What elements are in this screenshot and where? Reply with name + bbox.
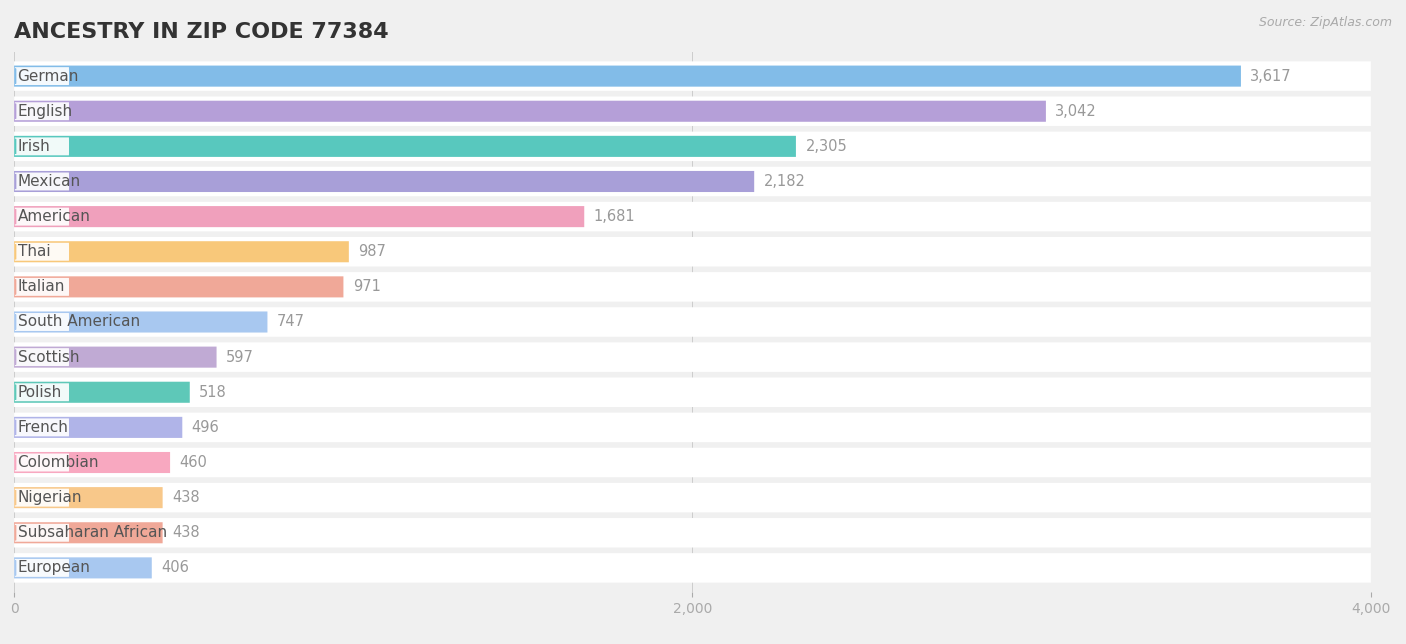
FancyBboxPatch shape	[14, 489, 69, 507]
Text: South American: South American	[18, 314, 139, 330]
Text: 460: 460	[180, 455, 208, 470]
Text: 987: 987	[359, 244, 387, 260]
Text: European: European	[18, 560, 90, 575]
FancyBboxPatch shape	[14, 448, 1371, 477]
FancyBboxPatch shape	[14, 102, 69, 120]
FancyBboxPatch shape	[14, 173, 69, 191]
FancyBboxPatch shape	[14, 524, 69, 542]
FancyBboxPatch shape	[14, 97, 1371, 126]
FancyBboxPatch shape	[14, 413, 1371, 442]
FancyBboxPatch shape	[14, 131, 1371, 161]
FancyBboxPatch shape	[14, 202, 1371, 231]
FancyBboxPatch shape	[14, 66, 1241, 87]
Text: Thai: Thai	[18, 244, 51, 260]
FancyBboxPatch shape	[14, 553, 1371, 583]
Text: Italian: Italian	[18, 279, 65, 294]
FancyBboxPatch shape	[14, 276, 343, 298]
Text: French: French	[18, 420, 69, 435]
Text: Nigerian: Nigerian	[18, 490, 82, 505]
Text: Polish: Polish	[18, 384, 62, 400]
FancyBboxPatch shape	[14, 237, 1371, 267]
FancyBboxPatch shape	[14, 343, 1371, 372]
FancyBboxPatch shape	[14, 518, 1371, 547]
Text: 971: 971	[353, 279, 381, 294]
Text: 438: 438	[172, 526, 200, 540]
FancyBboxPatch shape	[14, 522, 163, 544]
FancyBboxPatch shape	[14, 557, 152, 578]
Text: Colombian: Colombian	[18, 455, 98, 470]
Text: 496: 496	[191, 420, 219, 435]
FancyBboxPatch shape	[14, 383, 69, 401]
FancyBboxPatch shape	[14, 377, 1371, 407]
Text: 597: 597	[226, 350, 254, 365]
Text: Source: ZipAtlas.com: Source: ZipAtlas.com	[1258, 16, 1392, 29]
FancyBboxPatch shape	[14, 417, 183, 438]
FancyBboxPatch shape	[14, 136, 796, 157]
Text: 438: 438	[172, 490, 200, 505]
FancyBboxPatch shape	[14, 452, 170, 473]
Text: 3,617: 3,617	[1250, 69, 1292, 84]
Text: American: American	[18, 209, 90, 224]
Text: German: German	[18, 69, 79, 84]
Text: 2,305: 2,305	[806, 139, 848, 154]
FancyBboxPatch shape	[14, 346, 217, 368]
FancyBboxPatch shape	[14, 67, 69, 85]
Text: Irish: Irish	[18, 139, 51, 154]
FancyBboxPatch shape	[14, 207, 69, 225]
Text: 747: 747	[277, 314, 305, 330]
FancyBboxPatch shape	[14, 206, 585, 227]
FancyBboxPatch shape	[14, 382, 190, 402]
Text: Mexican: Mexican	[18, 174, 80, 189]
FancyBboxPatch shape	[14, 171, 754, 192]
FancyBboxPatch shape	[14, 419, 69, 437]
FancyBboxPatch shape	[14, 167, 1371, 196]
FancyBboxPatch shape	[14, 453, 69, 471]
FancyBboxPatch shape	[14, 483, 1371, 513]
Text: 518: 518	[200, 384, 226, 400]
FancyBboxPatch shape	[14, 307, 1371, 337]
FancyBboxPatch shape	[14, 243, 69, 261]
FancyBboxPatch shape	[14, 272, 1371, 301]
Text: ANCESTRY IN ZIP CODE 77384: ANCESTRY IN ZIP CODE 77384	[14, 22, 388, 42]
Text: 406: 406	[162, 560, 190, 575]
Text: 3,042: 3,042	[1056, 104, 1097, 118]
FancyBboxPatch shape	[14, 242, 349, 262]
Text: 1,681: 1,681	[593, 209, 636, 224]
FancyBboxPatch shape	[14, 61, 1371, 91]
Text: English: English	[18, 104, 73, 118]
FancyBboxPatch shape	[14, 312, 267, 332]
FancyBboxPatch shape	[14, 487, 163, 508]
FancyBboxPatch shape	[14, 278, 69, 296]
FancyBboxPatch shape	[14, 100, 1046, 122]
Text: Subsaharan African: Subsaharan African	[18, 526, 167, 540]
Text: Scottish: Scottish	[18, 350, 79, 365]
FancyBboxPatch shape	[14, 137, 69, 155]
FancyBboxPatch shape	[14, 559, 69, 577]
FancyBboxPatch shape	[14, 348, 69, 366]
Text: 2,182: 2,182	[763, 174, 806, 189]
FancyBboxPatch shape	[14, 313, 69, 331]
